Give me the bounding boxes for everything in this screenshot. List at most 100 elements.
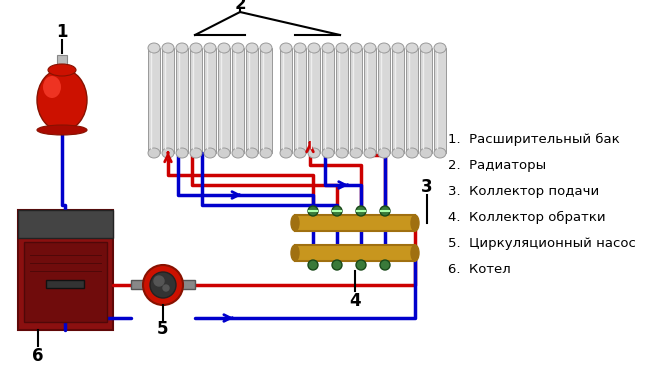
Bar	[434, 48, 446, 153]
Ellipse shape	[378, 148, 390, 158]
Text: 2.  Радиаторы: 2. Радиаторы	[448, 159, 546, 172]
Bar	[190, 48, 202, 153]
Ellipse shape	[280, 43, 292, 53]
Ellipse shape	[308, 148, 320, 158]
Circle shape	[332, 206, 342, 216]
Ellipse shape	[406, 43, 418, 53]
Ellipse shape	[420, 43, 432, 53]
Ellipse shape	[364, 43, 376, 53]
Circle shape	[380, 260, 390, 270]
Circle shape	[163, 285, 169, 291]
Ellipse shape	[308, 43, 320, 53]
Ellipse shape	[190, 148, 202, 158]
Ellipse shape	[350, 43, 362, 53]
Bar	[148, 48, 160, 153]
Ellipse shape	[37, 69, 87, 131]
Ellipse shape	[176, 148, 188, 158]
Circle shape	[150, 272, 176, 298]
Text: 4.  Коллектор обратки: 4. Коллектор обратки	[448, 211, 606, 224]
Ellipse shape	[434, 43, 446, 53]
Bar	[246, 48, 258, 153]
Ellipse shape	[378, 43, 390, 53]
Ellipse shape	[336, 43, 348, 53]
Ellipse shape	[232, 43, 244, 53]
Circle shape	[143, 265, 183, 305]
Bar	[46, 280, 84, 288]
Circle shape	[308, 206, 318, 216]
Ellipse shape	[162, 43, 174, 53]
Bar	[350, 48, 362, 153]
Bar	[336, 48, 348, 153]
Text: 6: 6	[33, 347, 44, 365]
Ellipse shape	[392, 148, 404, 158]
Bar	[406, 48, 418, 153]
Bar	[280, 48, 292, 153]
Ellipse shape	[336, 148, 348, 158]
Circle shape	[332, 260, 342, 270]
Ellipse shape	[48, 64, 76, 76]
Ellipse shape	[364, 148, 376, 158]
Circle shape	[380, 206, 390, 216]
Text: 3.  Коллектор подачи: 3. Коллектор подачи	[448, 185, 599, 198]
Ellipse shape	[411, 215, 419, 231]
Bar	[181, 280, 195, 289]
Ellipse shape	[322, 148, 334, 158]
Text: 5: 5	[157, 320, 169, 338]
Bar	[218, 48, 230, 153]
Ellipse shape	[291, 215, 299, 231]
Ellipse shape	[204, 148, 216, 158]
Ellipse shape	[322, 43, 334, 53]
Bar	[131, 280, 145, 289]
Ellipse shape	[411, 245, 419, 261]
Ellipse shape	[176, 43, 188, 53]
Bar	[295, 215, 415, 231]
Ellipse shape	[260, 148, 272, 158]
Bar	[18, 210, 113, 238]
Bar	[176, 48, 188, 153]
Ellipse shape	[434, 148, 446, 158]
Ellipse shape	[37, 125, 87, 135]
Bar	[162, 48, 174, 153]
Text: 2: 2	[234, 0, 246, 13]
Ellipse shape	[43, 76, 61, 98]
Bar	[364, 48, 376, 153]
Bar	[322, 48, 334, 153]
Bar	[378, 48, 390, 153]
Bar	[24, 242, 107, 322]
Ellipse shape	[280, 148, 292, 158]
Bar	[294, 48, 306, 153]
Text: 5.  Циркуляционный насос: 5. Циркуляционный насос	[448, 237, 636, 250]
Bar	[18, 210, 113, 330]
Ellipse shape	[406, 148, 418, 158]
Ellipse shape	[148, 43, 160, 53]
Ellipse shape	[260, 43, 272, 53]
Ellipse shape	[204, 43, 216, 53]
Ellipse shape	[162, 148, 174, 158]
Ellipse shape	[148, 148, 160, 158]
Ellipse shape	[218, 148, 230, 158]
Circle shape	[356, 260, 366, 270]
Bar	[57, 55, 67, 73]
Circle shape	[154, 276, 164, 286]
Text: 6.  Котел: 6. Котел	[448, 263, 511, 276]
Bar	[204, 48, 216, 153]
Bar	[420, 48, 432, 153]
Ellipse shape	[294, 43, 306, 53]
Text: 3: 3	[421, 178, 433, 196]
Bar	[260, 48, 272, 153]
Ellipse shape	[291, 245, 299, 261]
Ellipse shape	[392, 43, 404, 53]
Ellipse shape	[350, 148, 362, 158]
Circle shape	[308, 260, 318, 270]
Ellipse shape	[246, 43, 258, 53]
Bar	[308, 48, 320, 153]
Bar	[392, 48, 404, 153]
Bar	[232, 48, 244, 153]
Bar	[295, 245, 415, 261]
Ellipse shape	[294, 148, 306, 158]
Text: 1: 1	[56, 23, 68, 41]
Ellipse shape	[420, 148, 432, 158]
Circle shape	[356, 206, 366, 216]
Text: 1.  Расширительный бак: 1. Расширительный бак	[448, 133, 620, 146]
Ellipse shape	[218, 43, 230, 53]
